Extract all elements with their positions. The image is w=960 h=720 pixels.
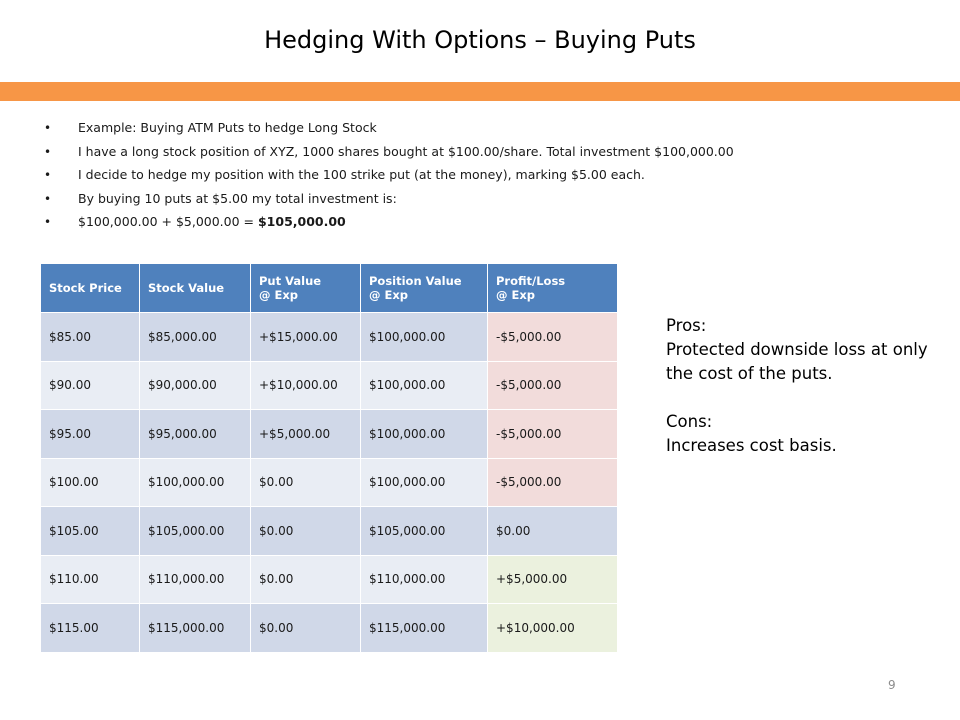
cell-stock-price: $100.00 bbox=[40, 457, 140, 507]
cell-position-value: $100,000.00 bbox=[360, 457, 488, 507]
page-number: 9 bbox=[888, 678, 896, 692]
cell-profit-loss: -$5,000.00 bbox=[487, 409, 618, 459]
pros-text: Protected downside loss at only the cost… bbox=[666, 340, 928, 383]
cons-label: Cons: bbox=[666, 412, 713, 431]
cell-stock-price: $90.00 bbox=[40, 360, 140, 410]
cell-profit-loss: +$10,000.00 bbox=[487, 603, 618, 653]
cell-stock-price: $95.00 bbox=[40, 409, 140, 459]
bullet-text: $100,000.00 + $5,000.00 = bbox=[78, 214, 258, 230]
cell-position-value: $100,000.00 bbox=[360, 312, 488, 362]
bullet-list: • Example: Buying ATM Puts to hedge Long … bbox=[44, 120, 804, 238]
cell-stock-value: $95,000.00 bbox=[139, 409, 251, 459]
cell-position-value: $105,000.00 bbox=[360, 506, 488, 556]
bullet-text: Example: Buying ATM Puts to hedge Long S… bbox=[78, 120, 377, 135]
cell-put-value: $0.00 bbox=[250, 457, 361, 507]
accent-bar bbox=[0, 82, 960, 101]
table-row: $90.00 $90,000.00 +$10,000.00 $100,000.0… bbox=[40, 360, 618, 410]
header-stock-price: Stock Price bbox=[40, 263, 140, 313]
table-row: $85.00 $85,000.00 +$15,000.00 $100,000.0… bbox=[40, 312, 618, 362]
table-header-row: Stock Price Stock Value Put Value @ Exp P… bbox=[40, 263, 618, 313]
cell-stock-price: $105.00 bbox=[40, 506, 140, 556]
cell-stock-value: $100,000.00 bbox=[139, 457, 251, 507]
bullet-dot-icon: • bbox=[44, 121, 52, 135]
total-investment: $105,000.00 bbox=[257, 214, 346, 230]
cell-position-value: $100,000.00 bbox=[360, 360, 488, 410]
header-stock-value: Stock Value bbox=[139, 263, 251, 313]
header-put-value: Put Value @ Exp bbox=[250, 263, 361, 313]
bullet-item: • Example: Buying ATM Puts to hedge Long … bbox=[44, 120, 804, 144]
header-profit-loss: Profit/Loss @ Exp bbox=[487, 263, 618, 313]
cell-position-value: $100,000.00 bbox=[360, 409, 488, 459]
cell-stock-price: $85.00 bbox=[40, 312, 140, 362]
bullet-item: • I have a long stock position of XYZ, 10… bbox=[44, 144, 804, 168]
cell-stock-value: $105,000.00 bbox=[139, 506, 251, 556]
cell-put-value: $0.00 bbox=[250, 554, 361, 604]
bullet-dot-icon: • bbox=[44, 215, 52, 230]
cell-put-value: $0.00 bbox=[250, 603, 361, 653]
cell-profit-loss: +$5,000.00 bbox=[487, 554, 618, 604]
cell-stock-price: $110.00 bbox=[40, 554, 140, 604]
cell-put-value: +$5,000.00 bbox=[250, 409, 361, 459]
bullet-dot-icon: • bbox=[44, 191, 52, 206]
cell-position-value: $115,000.00 bbox=[360, 603, 488, 653]
bullet-text: By buying 10 puts at $5.00 my total inve… bbox=[78, 190, 397, 206]
table-row: $105.00 $105,000.00 $0.00 $105,000.00 $0… bbox=[40, 506, 618, 556]
table-row: $115.00 $115,000.00 $0.00 $115,000.00 +$… bbox=[40, 603, 618, 653]
cell-stock-price: $115.00 bbox=[40, 603, 140, 653]
cons-text: Increases cost basis. bbox=[666, 436, 837, 455]
cell-stock-value: $110,000.00 bbox=[139, 554, 251, 604]
table-row: $110.00 $110,000.00 $0.00 $110,000.00 +$… bbox=[40, 554, 618, 604]
table-row: $95.00 $95,000.00 +$5,000.00 $100,000.00… bbox=[40, 409, 618, 459]
cell-stock-value: $85,000.00 bbox=[139, 312, 251, 362]
table-row: $100.00 $100,000.00 $0.00 $100,000.00 -$… bbox=[40, 457, 618, 507]
cell-profit-loss: -$5,000.00 bbox=[487, 457, 618, 507]
bullet-text: I have a long stock position of XYZ, 100… bbox=[78, 143, 734, 159]
cell-put-value: +$10,000.00 bbox=[250, 360, 361, 410]
bullet-dot-icon: • bbox=[44, 144, 52, 159]
cell-profit-loss: $0.00 bbox=[487, 506, 618, 556]
cell-profit-loss: -$5,000.00 bbox=[487, 312, 618, 362]
bullet-item: • I decide to hedge my position with the … bbox=[44, 167, 804, 191]
slide-title: Hedging With Options – Buying Puts bbox=[264, 26, 696, 54]
bullet-item: • $100,000.00 + $5,000.00 = $105,000.00 bbox=[44, 214, 804, 238]
cell-put-value: +$15,000.00 bbox=[250, 312, 361, 362]
cell-profit-loss: -$5,000.00 bbox=[487, 360, 618, 410]
header-position-value: Position Value @ Exp bbox=[360, 263, 488, 313]
bullet-dot-icon: • bbox=[44, 168, 52, 183]
bullet-item: • By buying 10 puts at $5.00 my total inv… bbox=[44, 191, 804, 215]
cell-put-value: $0.00 bbox=[250, 506, 361, 556]
pros-label: Pros: bbox=[666, 316, 707, 335]
cell-stock-value: $90,000.00 bbox=[139, 360, 251, 410]
cell-stock-value: $115,000.00 bbox=[139, 603, 251, 653]
cell-position-value: $110,000.00 bbox=[360, 554, 488, 604]
bullet-text: I decide to hedge my position with the 1… bbox=[78, 167, 645, 183]
profit-loss-table: Stock Price Stock Value Put Value @ Exp P… bbox=[40, 263, 618, 653]
pros-cons-box: Pros: Protected downside loss at only th… bbox=[666, 314, 956, 458]
